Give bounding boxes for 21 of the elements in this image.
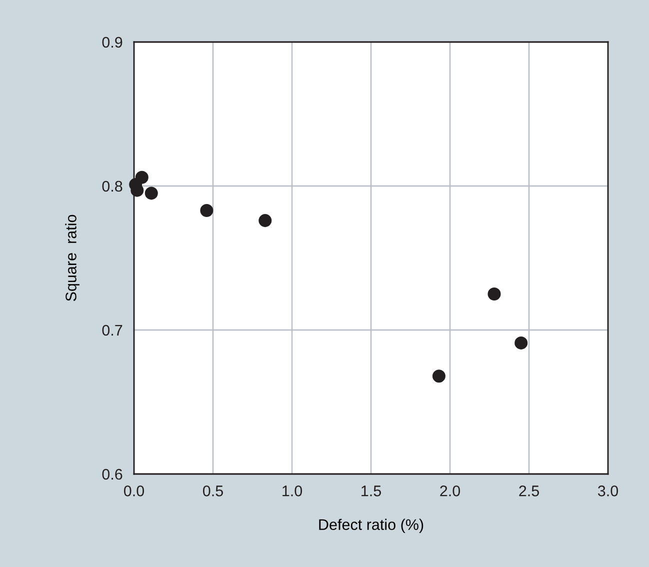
x-tick-label: 2.0 bbox=[440, 486, 460, 496]
point bbox=[258, 214, 272, 228]
y-tick-label: 0.8 bbox=[102, 180, 122, 192]
point bbox=[200, 204, 214, 217]
x-tick-label: 3.0 bbox=[598, 486, 618, 496]
x-tick-label: 0.5 bbox=[202, 486, 223, 496]
point bbox=[130, 184, 144, 197]
x-tick-label: 1.5 bbox=[362, 486, 381, 496]
y-tick-label: 0.9 bbox=[102, 36, 122, 48]
y-axis-title: Square ratio bbox=[65, 214, 80, 302]
point bbox=[144, 186, 158, 200]
x-tick-label: 0.0 bbox=[124, 486, 144, 496]
point bbox=[432, 370, 446, 383]
x-tick-label: 1.0 bbox=[282, 486, 302, 496]
point bbox=[514, 336, 528, 350]
point bbox=[135, 170, 148, 184]
point bbox=[488, 287, 501, 301]
x-tick-label: 2.5 bbox=[519, 486, 539, 496]
x-axis-title: Defect ratio (%) bbox=[319, 518, 424, 534]
y-tick-label: 0.7 bbox=[102, 324, 122, 336]
y-tick-label: 0.6 bbox=[102, 468, 122, 480]
